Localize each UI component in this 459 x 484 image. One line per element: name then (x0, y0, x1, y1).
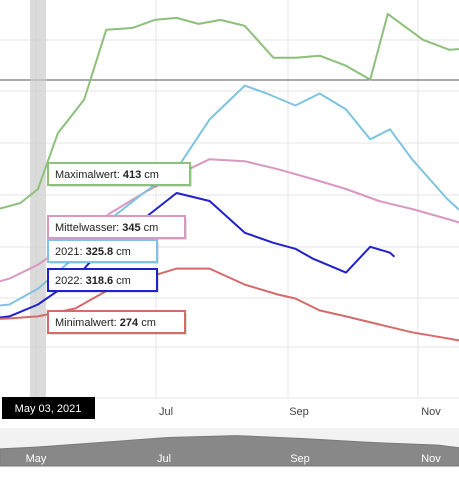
tooltip-value: 274 (120, 317, 139, 329)
tooltip-minimalwert: Minimalwert: 274 cm (47, 310, 187, 335)
tooltip-mittelwasser: Mittelwasser: 345 cm (47, 215, 187, 240)
tooltip-2021: 2021: 325.8 cm (47, 239, 159, 264)
series-line-maximalwert (0, 12, 459, 210)
tooltip-value: 318.6 (86, 275, 114, 287)
tooltip-box (47, 162, 191, 186)
tooltip-value: 325.8 (86, 246, 114, 258)
tooltip-label: 2022: (55, 275, 86, 287)
x-tick-label: Sep (289, 406, 309, 418)
tooltip-text: 2021: 325.8 cm (55, 246, 131, 258)
navigator-tick-label: Nov (421, 453, 441, 465)
tooltip-2022: 2022: 318.6 cm (47, 268, 159, 293)
grid (0, 0, 459, 399)
crosshair-band (30, 0, 46, 398)
tooltip-unit: cm (141, 222, 159, 234)
tooltip-unit: cm (113, 246, 131, 258)
tooltip-value: 413 (123, 169, 141, 181)
navigator-tick-label: Sep (290, 453, 310, 465)
tooltip-value: 345 (122, 222, 140, 234)
tooltip-label: Mittelwasser: (55, 222, 122, 234)
x-tick-label: Nov (421, 406, 441, 418)
tooltip-text: Maximalwert: 413 cm (55, 169, 159, 181)
tooltip-unit: cm (141, 169, 159, 181)
series-line-minimalwert (0, 267, 459, 342)
tooltip-text: Minimalwert: 274 cm (55, 317, 156, 329)
navigator[interactable]: May Jul Sep Nov (0, 428, 459, 467)
tooltip-box (47, 215, 186, 239)
tooltip-text: 2022: 318.6 cm (55, 275, 131, 287)
x-axis: Jul Sep Nov May 03, 2021 (2, 397, 441, 419)
tooltip-box (47, 239, 158, 263)
tooltip-text: Mittelwasser: 345 cm (55, 222, 158, 234)
crosshair-date-label: May 03, 2021 (2, 397, 95, 419)
x-tick-label: Jul (159, 406, 173, 418)
tooltip-unit: cm (138, 317, 156, 329)
navigator-area (0, 435, 459, 467)
navigator-tick-label: Jul (157, 453, 171, 465)
tooltip-label: 2021: (55, 246, 86, 258)
crosshair (30, 0, 46, 398)
tooltip-label: Maximalwert: (55, 169, 123, 181)
tooltip-box (47, 310, 186, 334)
tooltip-unit: cm (113, 275, 131, 287)
tooltip-box (47, 268, 158, 292)
tooltip-label: Minimalwert: (55, 317, 120, 329)
tooltip-maximalwert: Maximalwert: 413 cm (47, 162, 192, 187)
crosshair-date-text: May 03, 2021 (15, 403, 82, 415)
navigator-tick-label: May (26, 453, 47, 465)
